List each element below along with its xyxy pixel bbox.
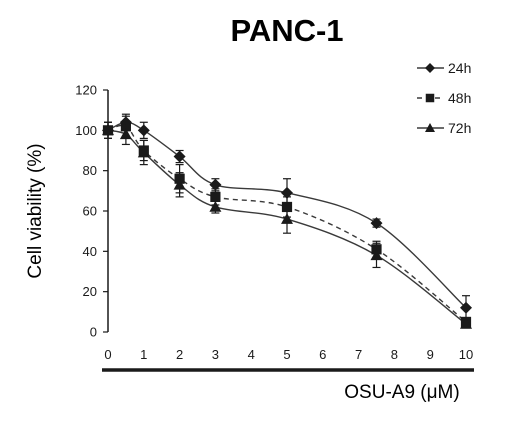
x-tick-label: 2: [176, 347, 183, 362]
y-tick-label: 20: [83, 284, 97, 299]
legend-marker: [425, 93, 435, 103]
y-axis-label: Cell viability (%): [25, 143, 46, 278]
data-point-24h: [460, 301, 472, 314]
data-point-72h: [281, 213, 293, 224]
data-point-72h: [460, 317, 472, 329]
x-tick-label: 6: [319, 347, 326, 362]
data-point-72h: [370, 249, 383, 261]
x-tick-label: 1: [140, 347, 147, 362]
legend: 24h 48h 72h: [417, 60, 471, 136]
data-point-72h: [102, 124, 114, 136]
legend-label-24h: 24h: [448, 60, 471, 76]
x-tick-label: 3: [212, 347, 219, 362]
data-point-24h: [137, 124, 150, 137]
plot-area: 0 20 40 60 80 100 120 0 1 2 3 4 5 6 7 8 9 10: [75, 83, 474, 372]
x-axis-label: OSU-A9 (μM): [344, 382, 459, 403]
x-tick-label: 9: [427, 347, 434, 362]
y-tick-label: 40: [83, 244, 97, 259]
x-tick-label: 10: [459, 347, 473, 362]
y-tick-label: 120: [75, 83, 97, 98]
x-tick-label: 7: [355, 347, 362, 362]
x-tick-label: 8: [391, 347, 398, 362]
legend-marker: [425, 123, 435, 132]
data-point-72h: [119, 128, 132, 140]
data-point-48h: [210, 191, 221, 202]
y-tick-label: 60: [83, 204, 97, 219]
data-point-72h: [137, 146, 150, 158]
data-point-72h: [173, 178, 186, 190]
data-point-24h: [370, 217, 383, 230]
chart-title: PANC-1: [230, 13, 343, 48]
legend-marker: [425, 63, 435, 73]
x-tick-label: 0: [104, 347, 111, 362]
y-tick-label: 80: [83, 163, 97, 178]
y-tick-label: 100: [75, 123, 97, 138]
data-point-24h: [209, 178, 222, 191]
legend-label-48h: 48h: [448, 90, 471, 106]
x-tick-label: 4: [248, 347, 255, 362]
data-point-72h: [209, 200, 222, 212]
legend-label-72h: 72h: [448, 120, 471, 136]
y-tick-label: 0: [90, 325, 97, 340]
x-tick-label: 5: [283, 347, 290, 362]
data-point-24h: [173, 150, 186, 163]
data-point-24h: [281, 186, 293, 199]
